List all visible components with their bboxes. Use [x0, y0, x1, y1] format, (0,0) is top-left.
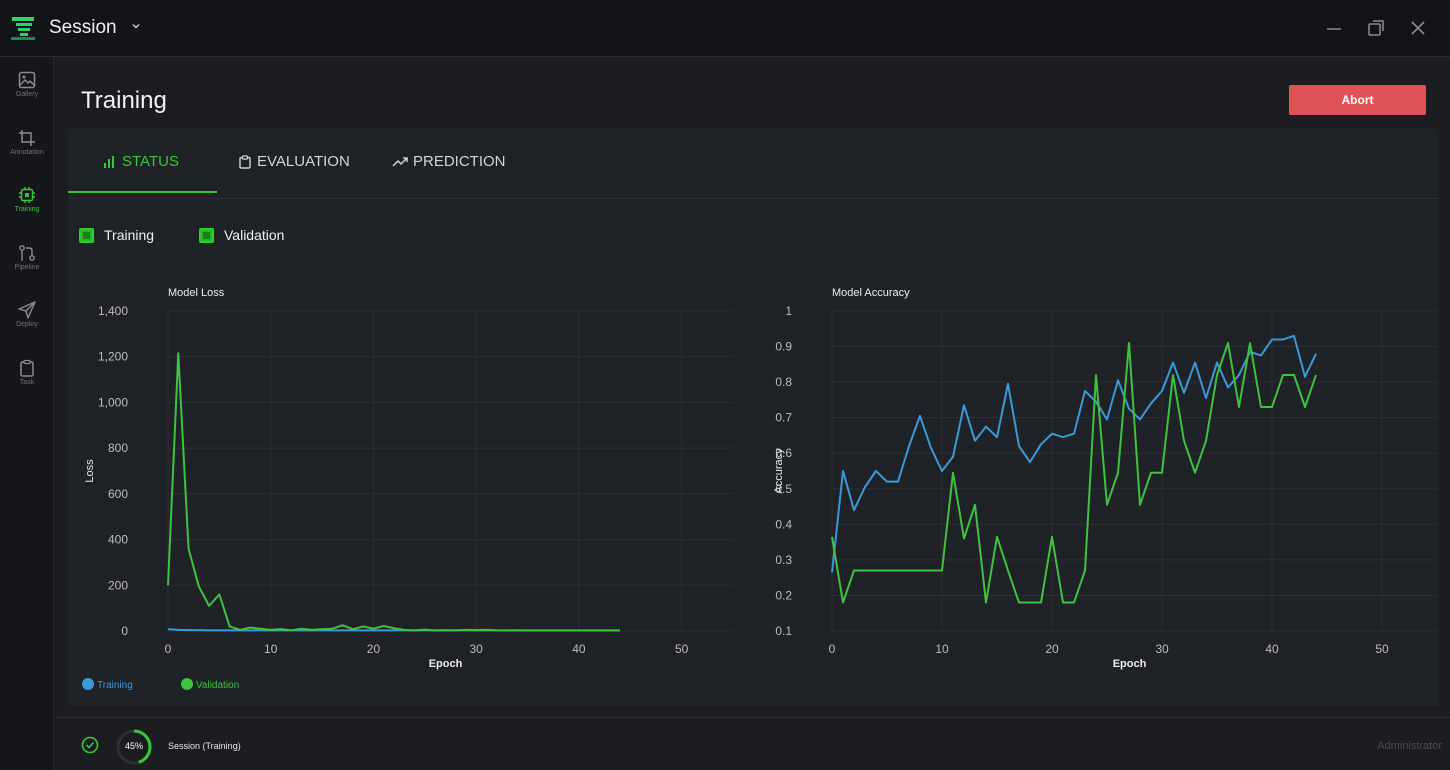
y-tick-label: 1,400	[98, 304, 128, 318]
restore-icon[interactable]	[1366, 18, 1386, 38]
y-tick-label: 1	[785, 304, 792, 318]
y-tick-label: 1,200	[98, 350, 128, 364]
close-icon[interactable]	[1408, 18, 1428, 38]
y-tick-label: 800	[108, 441, 128, 455]
progress-percent: 45%	[124, 741, 143, 751]
x-tick-label: 40	[572, 642, 586, 656]
y-tick-label: 0	[121, 624, 128, 638]
filter-label: Training	[104, 227, 155, 243]
y-tick-label: 0.9	[775, 340, 792, 354]
tab-prediction[interactable]: PREDICTION	[392, 153, 506, 170]
y-tick-label: 0.5	[775, 482, 792, 496]
x-tick-label: 10	[935, 642, 949, 656]
x-tick-label: 10	[264, 642, 278, 656]
status-bar: 45% Session (Training) Administrator	[55, 717, 1450, 770]
x-axis-label: Epoch	[1113, 658, 1147, 670]
y-axis-label: Accuracy	[773, 448, 785, 494]
sidebar-item-training[interactable]: Training	[0, 186, 54, 236]
sidebar-item-pipeline[interactable]: Pipeline	[0, 244, 54, 294]
y-tick-label: 1,000	[98, 395, 128, 409]
sidebar-item-gallery[interactable]: Gallery	[0, 71, 54, 121]
validation-filter-checkbox[interactable]: Validation	[199, 227, 284, 243]
tab-label: STATUS	[122, 153, 179, 170]
user-name: Administrator	[1377, 740, 1442, 752]
legend-label: Training	[97, 680, 133, 691]
sidebar-item-label: Training	[14, 206, 40, 213]
x-tick-label: 40	[1265, 642, 1279, 656]
sidebar: Gallery Annotation Training Pipeline Dep…	[0, 57, 54, 770]
pipeline-icon	[19, 245, 35, 261]
tab-bar: STATUS EVALUATION PREDICTION	[68, 129, 1439, 199]
legend-marker	[82, 678, 94, 690]
y-tick-label: 600	[108, 487, 128, 501]
y-tick-label: 200	[108, 578, 128, 592]
checkbox-checked-icon	[199, 227, 214, 243]
filter-label: Validation	[224, 227, 285, 243]
checkbox-checked-icon	[79, 227, 94, 243]
x-tick-label: 20	[367, 642, 381, 656]
clipboard-icon	[20, 359, 34, 377]
active-tab-indicator	[68, 191, 217, 193]
session-title[interactable]: Session	[49, 17, 117, 38]
x-tick-label: 0	[829, 642, 836, 656]
x-tick-label: 30	[470, 642, 484, 656]
bar-chart-icon	[104, 155, 114, 168]
sidebar-item-label: Task	[19, 379, 35, 386]
y-tick-label: 400	[108, 533, 128, 547]
y-tick-label: 0.1	[775, 624, 792, 638]
sidebar-item-task[interactable]: Task	[0, 359, 54, 409]
tab-label: PREDICTION	[413, 153, 506, 170]
progress-ring	[116, 729, 152, 765]
sidebar-item-annotation[interactable]: Annotation	[0, 129, 54, 179]
x-tick-label: 30	[1155, 642, 1169, 656]
page-title: Training	[81, 87, 167, 114]
x-axis-label: Epoch	[429, 658, 463, 670]
x-tick-label: 50	[1375, 642, 1389, 656]
x-tick-label: 20	[1045, 642, 1059, 656]
chart-title: Model Accuracy	[832, 287, 910, 299]
check-circle-icon	[81, 736, 99, 754]
sidebar-item-deploy[interactable]: Deploy	[0, 301, 54, 351]
session-status-text: Session (Training)	[168, 741, 241, 751]
send-icon	[18, 301, 36, 319]
y-tick-label: 0.4	[775, 517, 792, 531]
minimize-icon[interactable]	[1324, 18, 1344, 38]
x-tick-label: 50	[675, 642, 689, 656]
trending-up-icon	[392, 156, 408, 167]
chevron-down-icon[interactable]	[130, 20, 142, 32]
series-line-validation	[831, 342, 1317, 604]
series-line-validation	[167, 352, 620, 632]
sidebar-item-label: Deploy	[16, 321, 38, 328]
title-bar: Session	[0, 0, 1450, 57]
sidebar-item-label: Pipeline	[14, 264, 40, 271]
tab-evaluation[interactable]: EVALUATION	[238, 153, 350, 170]
app-logo-icon	[11, 17, 35, 40]
chip-icon	[19, 187, 35, 203]
clipboard-icon	[239, 154, 251, 169]
x-tick-label: 0	[165, 642, 172, 656]
sidebar-item-label: Gallery	[15, 91, 39, 98]
sidebar-item-label: Annotation	[10, 149, 44, 156]
y-axis-label: Loss	[84, 459, 96, 483]
legend-marker	[181, 678, 193, 690]
series-line-training	[831, 334, 1317, 573]
image-icon	[18, 71, 36, 89]
tab-status[interactable]: STATUS	[103, 153, 179, 170]
y-tick-label: 0.3	[775, 553, 792, 567]
y-tick-label: 0.2	[775, 588, 792, 602]
y-tick-label: 0.7	[775, 411, 792, 425]
tab-label: EVALUATION	[257, 153, 350, 170]
abort-button[interactable]: Abort	[1289, 85, 1426, 115]
legend-label: Validation	[196, 680, 239, 691]
chart-title: Model Loss	[168, 287, 225, 299]
y-tick-label: 0.6	[775, 446, 792, 460]
training-filter-checkbox[interactable]: Training	[79, 227, 154, 243]
crop-icon	[19, 130, 35, 146]
y-tick-label: 0.8	[775, 375, 792, 389]
